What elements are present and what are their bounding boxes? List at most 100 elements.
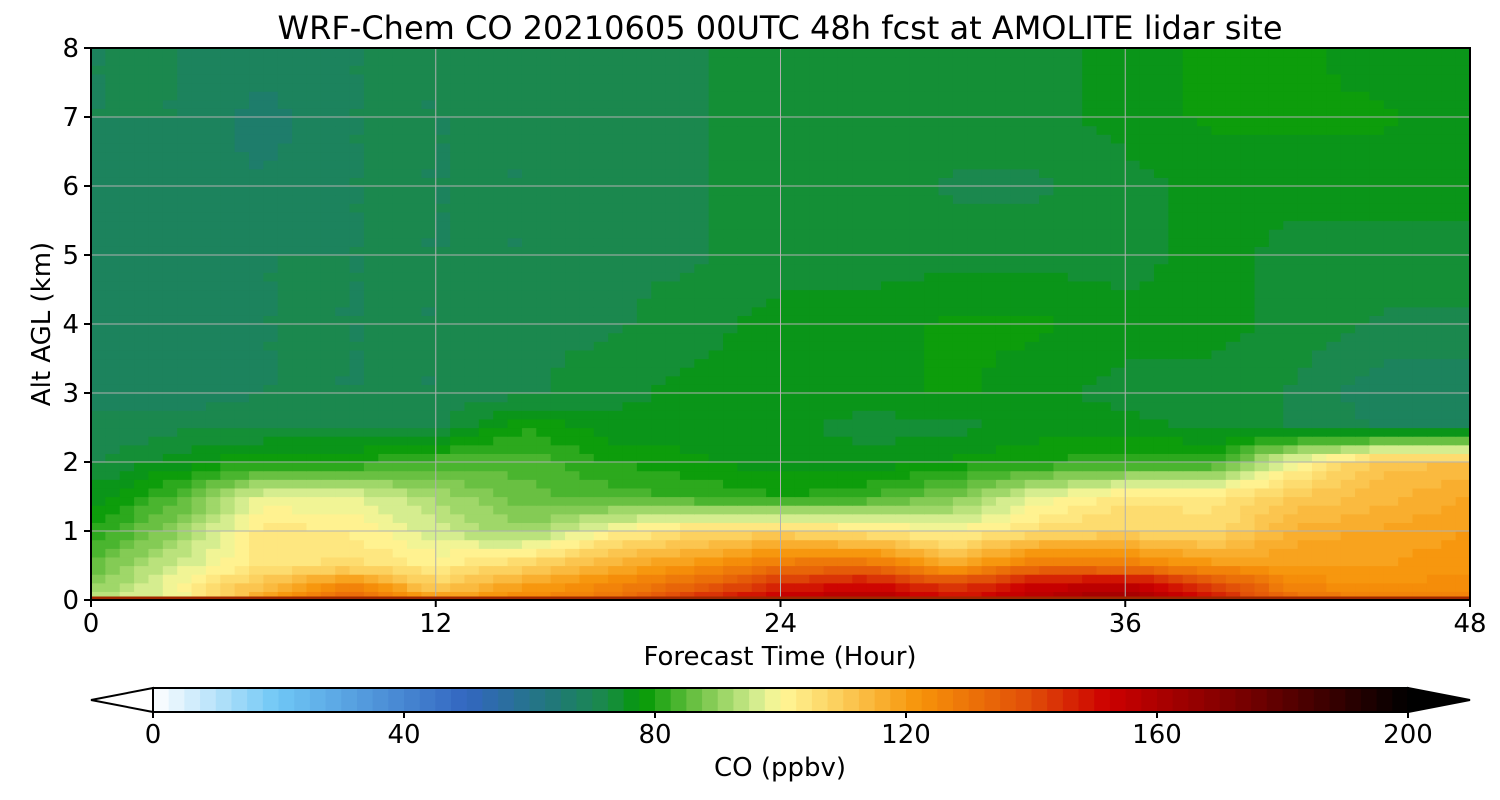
heatmap-cell <box>507 539 523 549</box>
heatmap-cell <box>205 211 221 222</box>
heatmap-cell <box>823 505 839 515</box>
heatmap-cell <box>1082 255 1098 265</box>
heatmap-cell <box>363 151 379 161</box>
heatmap-cell <box>220 272 236 282</box>
heatmap-cell <box>234 444 250 454</box>
heatmap-cell <box>1039 229 1055 239</box>
heatmap-cell <box>134 574 150 584</box>
heatmap-cell <box>1024 522 1040 532</box>
heatmap-cell <box>507 384 523 394</box>
heatmap-cell <box>1110 358 1126 368</box>
heatmap-cell <box>1311 470 1327 480</box>
heatmap-cell <box>1283 246 1299 256</box>
heatmap-cell <box>1326 401 1342 411</box>
heatmap-cell <box>550 436 566 446</box>
heatmap-cell <box>320 375 336 385</box>
heatmap-cell <box>536 160 552 170</box>
heatmap-cell <box>1240 168 1256 178</box>
heatmap-cell <box>766 341 782 351</box>
heatmap-cell <box>1197 367 1213 377</box>
heatmap-cell <box>1426 160 1442 170</box>
heatmap-cell <box>751 444 767 454</box>
heatmap-cell <box>780 436 796 446</box>
heatmap-cell <box>708 565 724 575</box>
heatmap-cell <box>1311 177 1327 187</box>
heatmap-cell <box>292 306 308 316</box>
heatmap-cell <box>1340 453 1356 463</box>
heatmap-cell <box>967 349 983 360</box>
heatmap-cell <box>1283 237 1299 247</box>
heatmap-cell <box>1010 246 1026 256</box>
heatmap-cell <box>1010 427 1026 437</box>
heatmap-cell <box>220 513 236 523</box>
heatmap-cell <box>1168 315 1184 325</box>
heatmap-cell <box>1039 289 1055 299</box>
heatmap-cell <box>579 574 595 584</box>
heatmap-cell <box>493 531 509 541</box>
heatmap-cell <box>277 298 293 308</box>
heatmap-cell <box>1455 332 1470 342</box>
heatmap-cell <box>895 375 911 385</box>
heatmap-cell <box>119 237 135 247</box>
heatmap-cell <box>162 384 178 394</box>
heatmap-cell <box>335 280 351 291</box>
heatmap-cell <box>593 168 609 178</box>
heatmap-cell <box>1096 298 1112 308</box>
heatmap-cell <box>737 298 753 308</box>
heatmap-cell <box>1369 393 1385 403</box>
heatmap-cell <box>550 410 566 420</box>
heatmap-cell <box>1240 263 1256 273</box>
heatmap-cell <box>1225 298 1241 308</box>
heatmap-cell <box>967 418 983 429</box>
heatmap-cell <box>837 315 853 325</box>
heatmap-cell <box>148 203 164 213</box>
heatmap-cell <box>134 211 150 222</box>
heatmap-cell <box>277 470 293 480</box>
heatmap-cell <box>1326 151 1342 161</box>
heatmap-cell <box>507 211 523 222</box>
heatmap-cell <box>1182 531 1198 541</box>
heatmap-cell <box>723 418 738 429</box>
heatmap-cell <box>1010 367 1026 377</box>
heatmap-cell <box>1110 487 1126 498</box>
heatmap-cell <box>837 306 853 316</box>
heatmap-cell <box>1412 582 1428 592</box>
heatmap-cell <box>277 289 293 299</box>
heatmap-cell <box>636 298 652 308</box>
heatmap-cell <box>1311 246 1327 256</box>
heatmap-cell <box>91 418 106 429</box>
heatmap-cell <box>780 341 796 351</box>
heatmap-cell <box>909 341 925 351</box>
heatmap-cell <box>1311 548 1327 558</box>
heatmap-cell <box>679 280 695 291</box>
heatmap-cell <box>91 444 106 454</box>
heatmap-cell <box>766 513 782 523</box>
heatmap-cell <box>1254 220 1270 230</box>
heatmap-cell <box>1082 186 1098 196</box>
heatmap-cell <box>1024 531 1040 541</box>
heatmap-cell <box>708 444 724 454</box>
heatmap-cell <box>593 444 609 454</box>
heatmap-cell <box>162 582 178 592</box>
heatmap-cell <box>1225 332 1241 342</box>
heatmap-cell <box>1268 151 1284 161</box>
heatmap-cell <box>967 401 983 411</box>
heatmap-cell <box>967 211 983 222</box>
heatmap-cell <box>737 289 753 299</box>
heatmap-cell <box>507 220 523 230</box>
heatmap-cell <box>349 367 365 377</box>
heatmap-cell <box>263 470 279 480</box>
heatmap-cell <box>809 332 825 342</box>
heatmap-cell <box>823 263 839 273</box>
heatmap-cell <box>895 315 911 325</box>
heatmap-cell <box>1340 220 1356 230</box>
heatmap-cell <box>450 505 466 515</box>
heatmap-cell <box>780 384 796 394</box>
heatmap-cell <box>837 591 853 600</box>
heatmap-cell <box>651 298 667 308</box>
heatmap-cell <box>277 513 293 523</box>
heatmap-cell <box>1268 315 1284 325</box>
heatmap-cell <box>249 384 264 394</box>
heatmap-cell <box>521 496 537 506</box>
heatmap-cell <box>1211 298 1227 308</box>
